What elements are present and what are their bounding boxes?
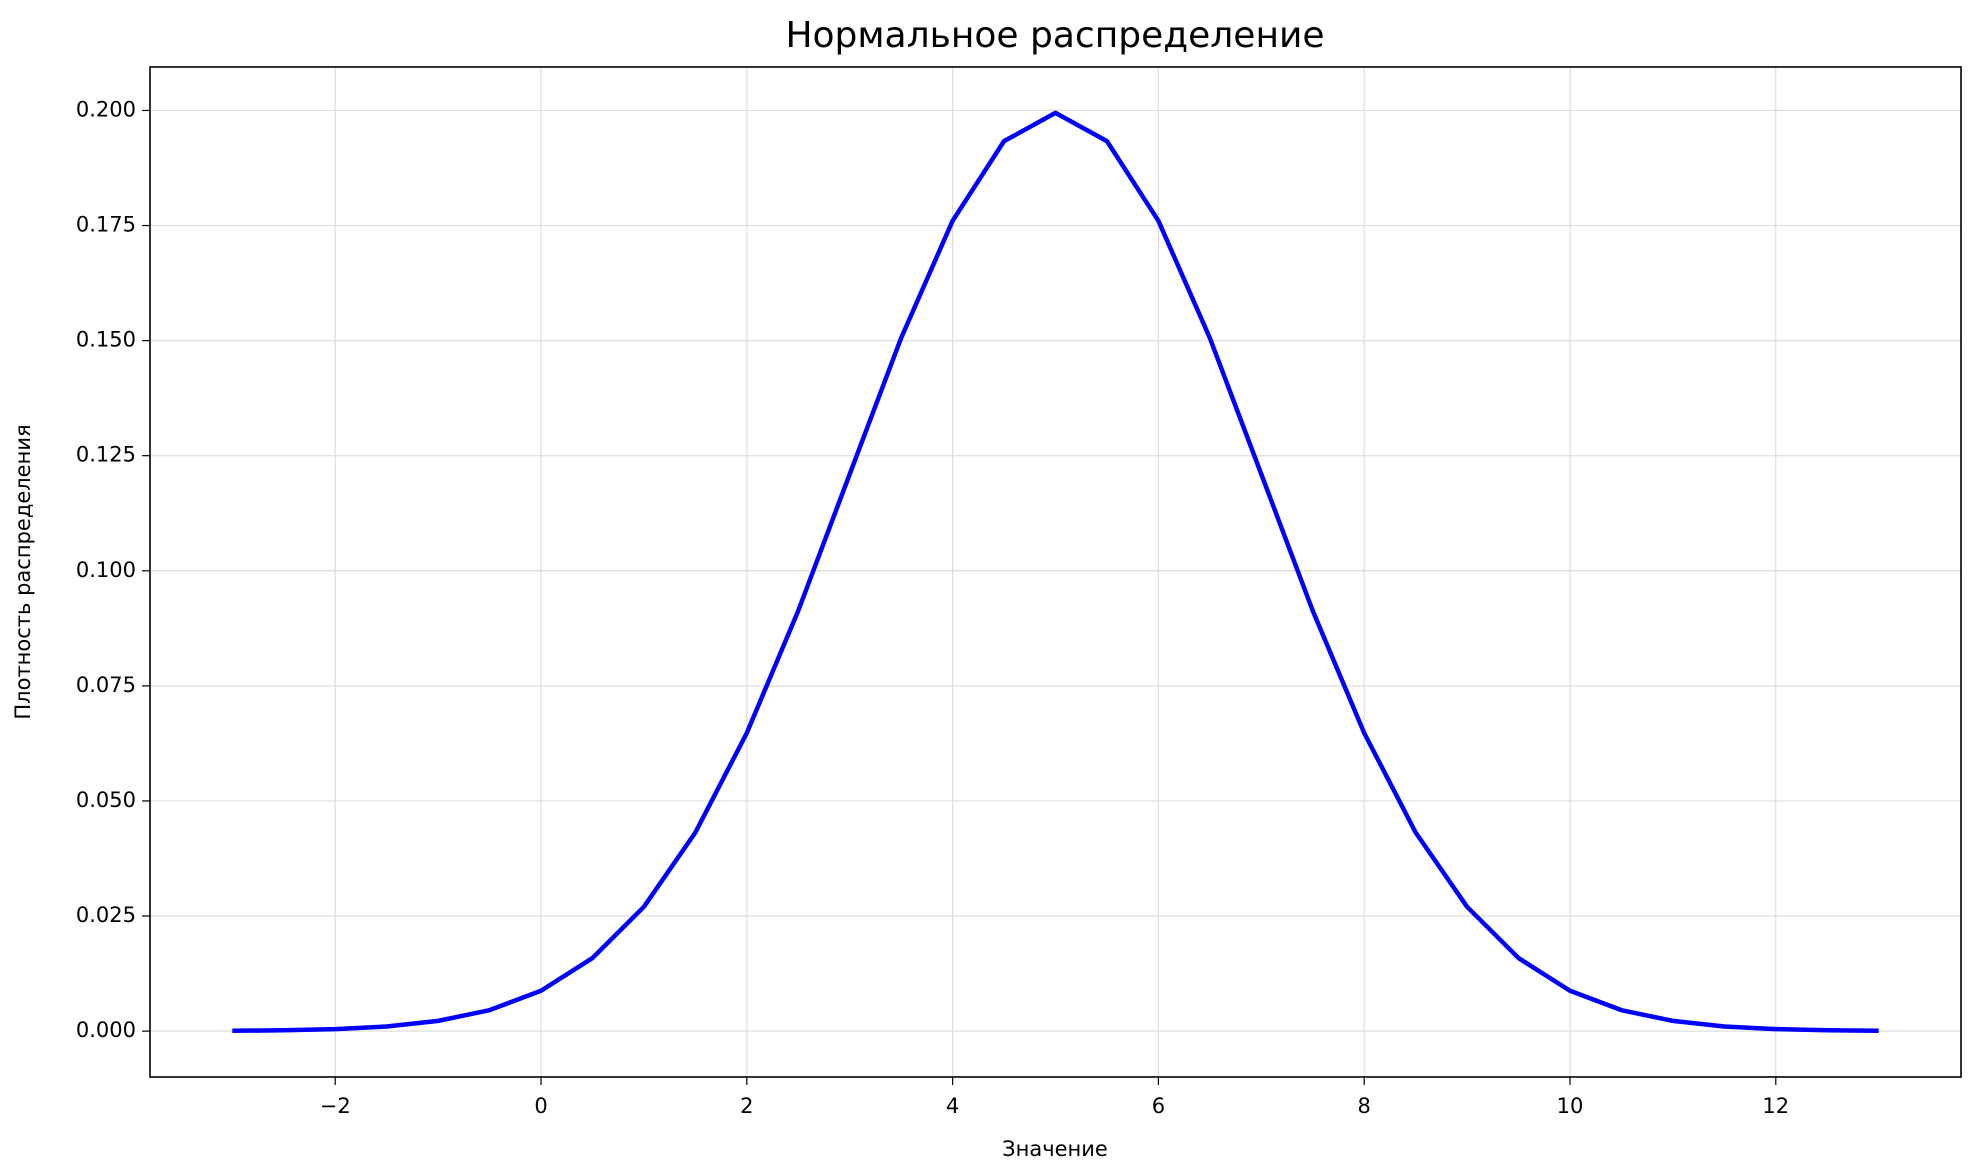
y-tick-label: 0.150	[76, 328, 136, 352]
y-tick-label: 0.025	[76, 903, 136, 927]
x-tick-label: 12	[1762, 1094, 1789, 1118]
y-tick-label: 0.075	[76, 673, 136, 697]
chart-title: Нормальное распределение	[785, 15, 1324, 56]
y-axis-label: Плотность распределения	[11, 424, 35, 719]
x-tick-label: 10	[1557, 1094, 1584, 1118]
plot-frame	[149, 66, 1962, 1078]
x-axis-label: Значение	[1002, 1137, 1108, 1161]
x-tick-label: 2	[740, 1094, 753, 1118]
y-tick-label: 0.175	[76, 213, 136, 237]
y-tick-label: 0.125	[76, 443, 136, 467]
x-tick-label: −2	[320, 1094, 351, 1118]
y-tick-label: 0.200	[76, 97, 136, 121]
x-tick-label: 0	[534, 1094, 547, 1118]
y-tick-label: 0.100	[76, 558, 136, 582]
y-tick-label: 0.050	[76, 788, 136, 812]
x-tick-label: 4	[946, 1094, 959, 1118]
line-series	[232, 110, 1879, 1034]
y-tick-label: 0.000	[76, 1018, 136, 1042]
x-tick-label: 6	[1152, 1094, 1165, 1118]
x-tick-label: 8	[1358, 1094, 1371, 1118]
